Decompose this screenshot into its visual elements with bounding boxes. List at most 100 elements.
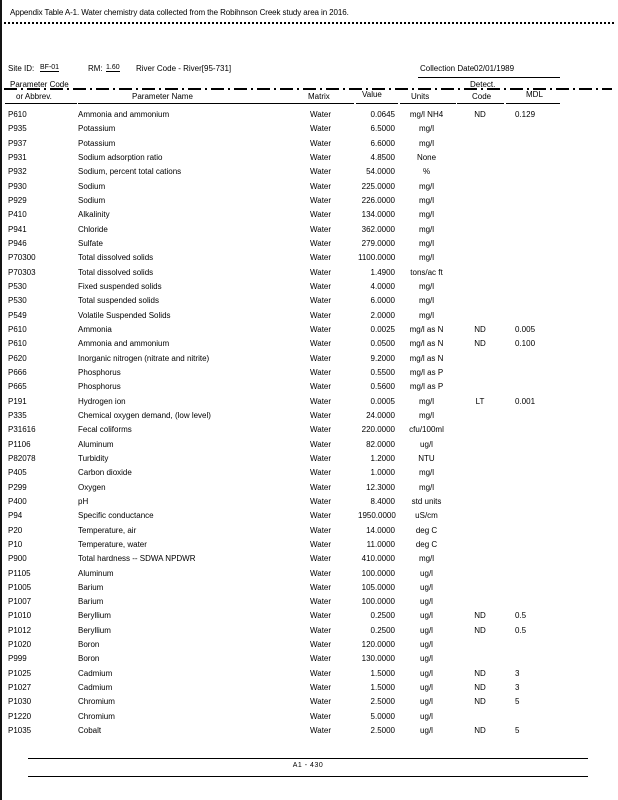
table-row: P935 Potassium Water 6.5000 mg/l	[0, 122, 568, 136]
cell-code: P929	[8, 195, 27, 205]
cell-name: Chemical oxygen demand, (low level)	[78, 410, 211, 420]
cell-code: P610	[8, 324, 27, 334]
cell-name: Sodium adsorption ratio	[78, 152, 163, 162]
cell-name: Beryllium	[78, 625, 111, 635]
header-parameter-name: Parameter Name	[132, 92, 193, 101]
cell-mdl	[505, 294, 560, 308]
table-row: P20 Temperature, air Water 14.0000 deg C	[0, 524, 568, 538]
cell-mdl	[505, 423, 560, 437]
cell-name: Sodium, percent total cations	[78, 167, 182, 177]
cell-code: P665	[8, 382, 27, 392]
collection-date-value: 02/01/1989	[474, 64, 515, 73]
cell-name: Temperature, air	[78, 525, 137, 535]
cell-name: Ammonia	[78, 324, 112, 334]
site-id-label: Site ID:	[8, 64, 35, 73]
table-row: P1035 Cobalt Water 2.5000 ug/l ND 5	[0, 724, 568, 738]
cell-matrix: Water	[310, 453, 332, 463]
collection-date-label: Collection Date	[420, 64, 475, 73]
cell-name: Alkalinity	[78, 210, 110, 220]
cell-code: P1005	[8, 582, 32, 592]
cell-mdl	[505, 538, 560, 552]
cell-detect	[455, 352, 505, 366]
cell-value: 0.0005	[370, 396, 395, 406]
header-units: Units	[411, 92, 430, 101]
cell-matrix: Water	[310, 625, 332, 635]
underline-name-column	[78, 103, 306, 104]
table-row: P405 Carbon dioxide Water 1.0000 mg/l	[0, 466, 568, 480]
table-row: P1220 Chromium Water 5.0000 ug/l	[0, 710, 568, 724]
cell-mdl	[505, 122, 560, 136]
table-row: P930 Sodium Water 225.0000 mg/l	[0, 180, 568, 194]
cell-units: ug/l	[420, 640, 433, 650]
cell-detect: ND	[474, 611, 486, 621]
cell-value: 1.5000	[370, 668, 395, 678]
cell-matrix: Water	[310, 410, 332, 420]
cell-matrix: Water	[310, 353, 332, 363]
cell-units: mg/l	[418, 482, 435, 492]
table-row: P70300 Total dissolved solids Water 1100.00…	[0, 251, 568, 265]
cell-matrix: Water	[310, 525, 332, 535]
cell-detect	[455, 538, 505, 552]
header-matrix: Matrix	[308, 92, 330, 101]
cell-value: 100.0000	[361, 597, 395, 607]
cell-mdl	[505, 194, 560, 208]
table-row: P31616 Fecal coliforms Water 220.0000 cfu/10…	[0, 423, 568, 437]
site-header-row: Site ID: BF-01 RM: 1.60 River Code - Riv…	[0, 64, 618, 78]
cell-mdl: 3	[515, 683, 520, 693]
cell-value: 6.0000	[370, 296, 395, 306]
cell-value: 0.2500	[370, 625, 395, 635]
cell-name: Inorganic nitrogen (nitrate and nitrite)	[78, 353, 210, 363]
cell-units: ug/l	[420, 697, 433, 707]
cell-detect	[455, 638, 505, 652]
cell-detect	[455, 208, 505, 222]
table-body: P610 Ammonia and ammonium Water 0.0645 mg/l …	[0, 108, 568, 738]
cell-mdl	[505, 137, 560, 151]
table-row: P937 Potassium Water 6.6000 mg/l	[0, 137, 568, 151]
cell-code: P20	[8, 525, 23, 535]
cell-mdl	[505, 180, 560, 194]
cell-name: Chromium	[78, 711, 115, 721]
cell-units: mg/l	[418, 224, 435, 234]
cell-matrix: Water	[310, 425, 332, 435]
cell-value: 12.3000	[366, 482, 395, 492]
cell-detect	[455, 165, 505, 179]
table-row: P299 Oxygen Water 12.3000 mg/l	[0, 481, 568, 495]
cell-mdl: 0.005	[515, 324, 536, 334]
cell-mdl	[505, 223, 560, 237]
cell-mdl: 0.100	[515, 339, 536, 349]
cell-detect	[455, 710, 505, 724]
cell-code: P999	[8, 654, 27, 664]
cell-mdl	[505, 552, 560, 566]
cell-code: P1030	[8, 697, 32, 707]
cell-mdl	[505, 466, 560, 480]
cell-name: Ammonia and ammonium	[78, 339, 170, 349]
cell-matrix: Water	[310, 697, 332, 707]
cell-code: P931	[8, 152, 27, 162]
cell-name: Barium	[78, 582, 104, 592]
cell-value: 120.0000	[361, 640, 395, 650]
cell-matrix: Water	[310, 482, 332, 492]
cell-code: P335	[8, 410, 27, 420]
header-parameter-code-line1: Parameter Code	[10, 80, 69, 89]
cell-units: ug/l	[420, 439, 433, 449]
cell-name: Carbon dioxide	[78, 468, 132, 478]
table-row: P335 Chemical oxygen demand, (low level) W…	[0, 409, 568, 423]
cell-mdl	[505, 638, 560, 652]
cell-matrix: Water	[310, 152, 332, 162]
cell-matrix: Water	[310, 654, 332, 664]
table-row: P82078 Turbidity Water 1.2000 NTU	[0, 452, 568, 466]
header-parameter-code-line2: or Abbrev.	[16, 92, 52, 101]
cell-units: mg/l as P	[409, 382, 444, 392]
cell-code: P530	[8, 281, 27, 291]
cell-detect	[455, 366, 505, 380]
cell-name: Turbidity	[78, 453, 109, 463]
cell-detect	[455, 509, 505, 523]
cell-detect	[455, 223, 505, 237]
cell-units: mg/l	[418, 554, 435, 564]
cell-detect	[455, 194, 505, 208]
table-row: P900 Total hardness -- SDWA NPDWR Water 410…	[0, 552, 568, 566]
cell-code: P31616	[8, 425, 36, 435]
cell-code: P1010	[8, 611, 32, 621]
cell-matrix: Water	[310, 640, 332, 650]
